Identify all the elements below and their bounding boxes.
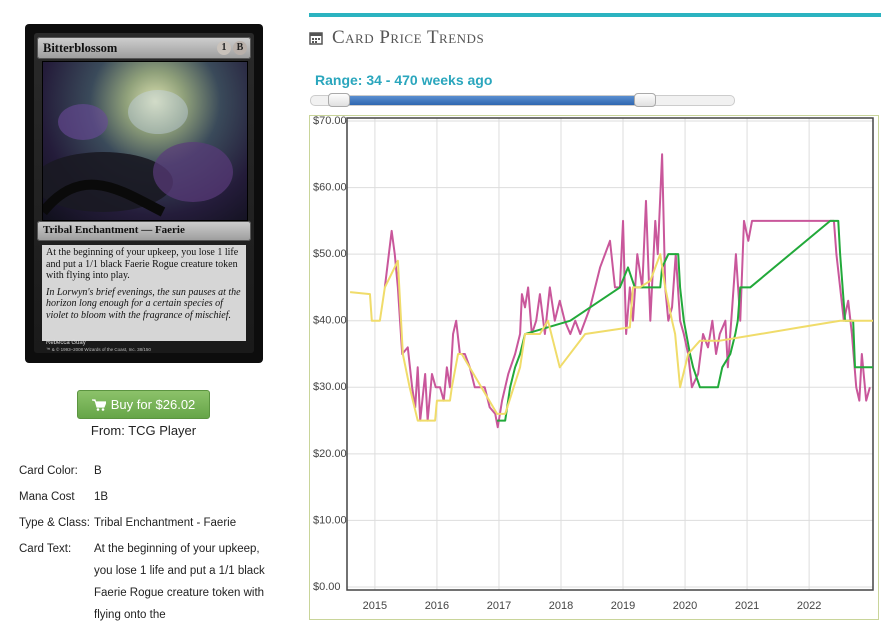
x-tick-label: 2020 [673,600,697,612]
price-line [497,219,873,422]
card-copyright: ™ & © 1993–2008 Wizards of the Coast, In… [46,347,151,352]
detail-row: Mana Cost 1B [19,491,272,508]
card-type-line: Tribal Enchantment — Faerie [43,224,185,236]
y-tick-label: $50.00 [313,248,347,260]
slider-range [339,96,645,105]
y-tick-label: $70.00 [313,115,347,127]
cart-icon [91,398,106,411]
detail-row: Type & Class: Tribal Enchantment - Faerie [19,517,272,534]
card-flavor-text: In Lorwyn's brief evenings, the sun paus… [46,286,241,321]
range-slider[interactable] [310,93,735,107]
card-rules-text: At the beginning of your upkeep, you los… [46,247,239,281]
y-tick-label: $0.00 [313,581,341,593]
slider-handle[interactable] [328,93,350,107]
price-source: From: TCG Player [90,423,197,438]
buy-button[interactable]: Buy for $26.02 [77,390,210,419]
section-header: Card Price Trends [309,27,484,49]
detail-value: Tribal Enchantment - Faerie [94,517,237,529]
card-artist: Rebecca Guay [46,340,86,346]
price-line [383,153,871,429]
section-title: Card Price Trends [332,27,485,48]
page: {"card": {"name": "Bitterblossom", "mana… [19,13,881,621]
card-title-bar: Bitterblossom 1 B [37,37,251,59]
card-type-bar: Tribal Enchantment — Faerie [37,221,251,241]
x-tick-label: 2017 [487,600,511,612]
card-text-box: At the beginning of your upkeep, you los… [42,245,246,341]
card-name: Bitterblossom [43,41,118,55]
detail-value: At the beginning of your upkeep, you los… [94,543,265,621]
calendar-icon [309,32,323,45]
card-image: Bitterblossom 1 B Tribal Enchantment — F… [25,24,263,363]
plot-frame [346,117,874,591]
y-tick-label: $20.00 [313,448,347,460]
y-tick-label: $40.00 [313,315,347,327]
section-rule [309,13,881,17]
x-tick-label: 2016 [425,600,449,612]
x-tick-label: 2018 [549,600,573,612]
x-tick-label: 2021 [735,600,759,612]
art-shapes [43,90,233,217]
x-tick-label: 2015 [363,600,387,612]
card-details: Card Color: B Mana Cost 1B Type & Class: Trib… [19,465,272,635]
y-tick-label: $10.00 [313,514,347,526]
detail-label: Type & Class: [19,517,90,529]
x-tick-label: 2022 [797,600,821,612]
detail-label: Card Color: [19,465,78,477]
chart-border [309,115,879,620]
card-art [42,61,248,221]
buy-button-label: Buy for $26.02 [110,397,196,412]
mana-symbol: 1 [217,41,231,55]
mana-symbol: B [233,41,247,55]
range-label: Range: 34 - 470 weeks ago [315,72,493,88]
price-line [349,253,873,422]
detail-label: Card Text: [19,543,72,555]
detail-value: 1B [94,491,109,503]
detail-label: Mana Cost [19,491,75,503]
detail-row: Card Text: At the beginning of your upkee… [19,543,272,626]
y-tick-label: $30.00 [313,381,347,393]
card-frame: Bitterblossom 1 B Tribal Enchantment — F… [34,33,254,353]
price-chart: $0.00 $10.00 $20.00 $30.00 $40.00 $50.00 $60.0… [309,115,879,620]
slider-handle[interactable] [634,93,656,107]
detail-row: Card Color: B [19,465,272,482]
detail-value: B [94,465,102,477]
x-tick-label: 2019 [611,600,635,612]
y-tick-label: $60.00 [313,181,347,193]
